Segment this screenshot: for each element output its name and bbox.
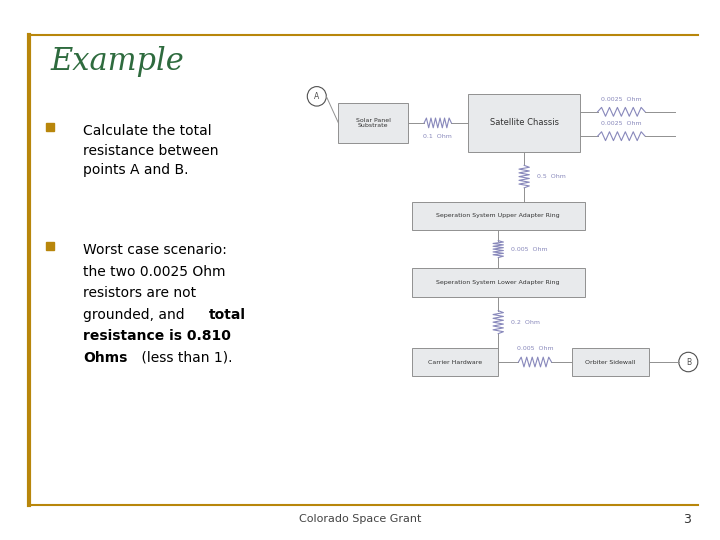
- Text: Seperation System Upper Adapter Ring: Seperation System Upper Adapter Ring: [436, 213, 560, 218]
- Text: Seperation System Lower Adapter Ring: Seperation System Lower Adapter Ring: [436, 280, 560, 285]
- Text: 0.1  Ohm: 0.1 Ohm: [423, 134, 452, 139]
- Bar: [412, 268, 585, 296]
- Text: 0.005  Ohm: 0.005 Ohm: [511, 247, 548, 252]
- Text: A: A: [314, 92, 320, 101]
- Text: resistors are not: resistors are not: [83, 286, 196, 300]
- Text: Solar Panel
Substrate: Solar Panel Substrate: [356, 118, 390, 129]
- Text: Orbiter Sidewall: Orbiter Sidewall: [585, 360, 636, 365]
- Text: B: B: [685, 357, 691, 367]
- Text: Satellite Chassis: Satellite Chassis: [490, 118, 559, 127]
- Text: 0.0025  Ohm: 0.0025 Ohm: [601, 97, 642, 102]
- Bar: [338, 103, 408, 143]
- Bar: [468, 94, 580, 152]
- Text: grounded, and: grounded, and: [83, 308, 189, 322]
- Text: Colorado Space Grant: Colorado Space Grant: [299, 515, 421, 524]
- Text: Example: Example: [50, 46, 184, 77]
- Text: resistance is 0.810: resistance is 0.810: [83, 329, 230, 343]
- Text: 0.0025  Ohm: 0.0025 Ohm: [601, 122, 642, 126]
- Text: Calculate the total
resistance between
points A and B.: Calculate the total resistance between p…: [83, 124, 218, 177]
- Text: 0.005  Ohm: 0.005 Ohm: [517, 346, 553, 351]
- Text: 3: 3: [683, 513, 691, 526]
- Text: total: total: [209, 308, 246, 322]
- Text: 0.2  Ohm: 0.2 Ohm: [511, 320, 540, 325]
- Bar: [412, 348, 498, 376]
- Text: 0.5  Ohm: 0.5 Ohm: [537, 174, 566, 179]
- Text: the two 0.0025 Ohm: the two 0.0025 Ohm: [83, 265, 225, 279]
- Text: Ohms: Ohms: [83, 350, 127, 365]
- Bar: [572, 348, 649, 376]
- Text: (less than 1).: (less than 1).: [137, 350, 233, 365]
- Text: Worst case scenario:: Worst case scenario:: [83, 243, 227, 257]
- Text: Carrier Hardware: Carrier Hardware: [428, 360, 482, 365]
- Bar: [412, 201, 585, 230]
